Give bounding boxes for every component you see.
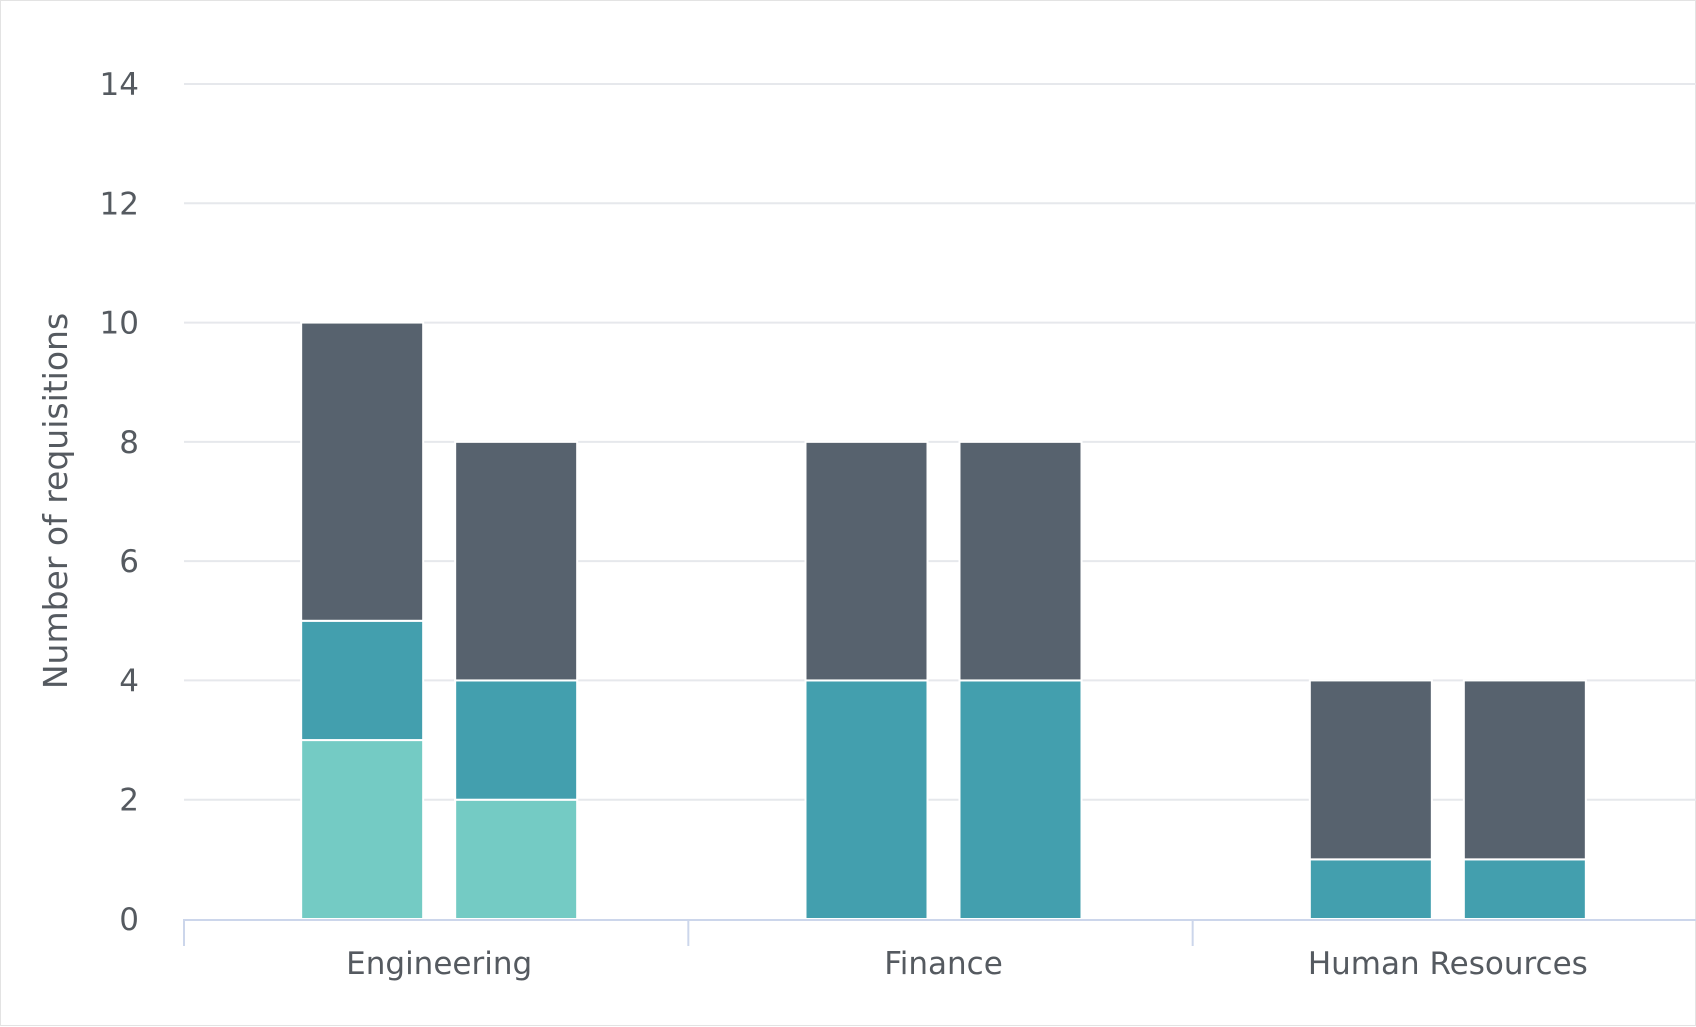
bar-segment — [300, 739, 425, 920]
x-tick-label: Engineering — [346, 946, 532, 982]
bar-segment — [1462, 858, 1587, 920]
y-tick-label: 10 — [100, 306, 139, 342]
bar-segment — [454, 440, 579, 682]
bar-segment — [1308, 679, 1433, 861]
y-tick-label: 6 — [119, 544, 139, 580]
y-axis-title: Number of requisitions — [36, 313, 75, 689]
x-axis-ticks: Engineering Finance Human Resources — [346, 946, 1588, 982]
bar-segment — [804, 679, 929, 921]
bar-segment — [804, 440, 929, 682]
y-tick-label: 12 — [100, 186, 139, 222]
x-axis — [183, 919, 1696, 946]
y-tick-label: 14 — [100, 67, 139, 103]
bars — [300, 321, 1587, 921]
bar-segment — [1308, 858, 1433, 920]
bar-segment — [454, 798, 579, 921]
bar-segment — [454, 679, 579, 801]
bar-segment — [300, 321, 425, 622]
bar-segment — [1462, 679, 1587, 861]
bar-segment — [300, 619, 425, 742]
y-tick-label: 0 — [119, 902, 139, 938]
y-tick-label: 8 — [119, 425, 139, 461]
bar-segment — [958, 679, 1083, 921]
x-tick-label: Finance — [884, 946, 1003, 982]
x-tick-label: Human Resources — [1308, 946, 1588, 982]
y-tick-label: 2 — [119, 783, 139, 819]
y-tick-label: 4 — [119, 663, 139, 699]
gridlines — [184, 83, 1696, 801]
bar-segment — [958, 440, 1083, 682]
y-axis-ticks: 0 2 4 6 8 10 12 14 — [100, 67, 139, 938]
